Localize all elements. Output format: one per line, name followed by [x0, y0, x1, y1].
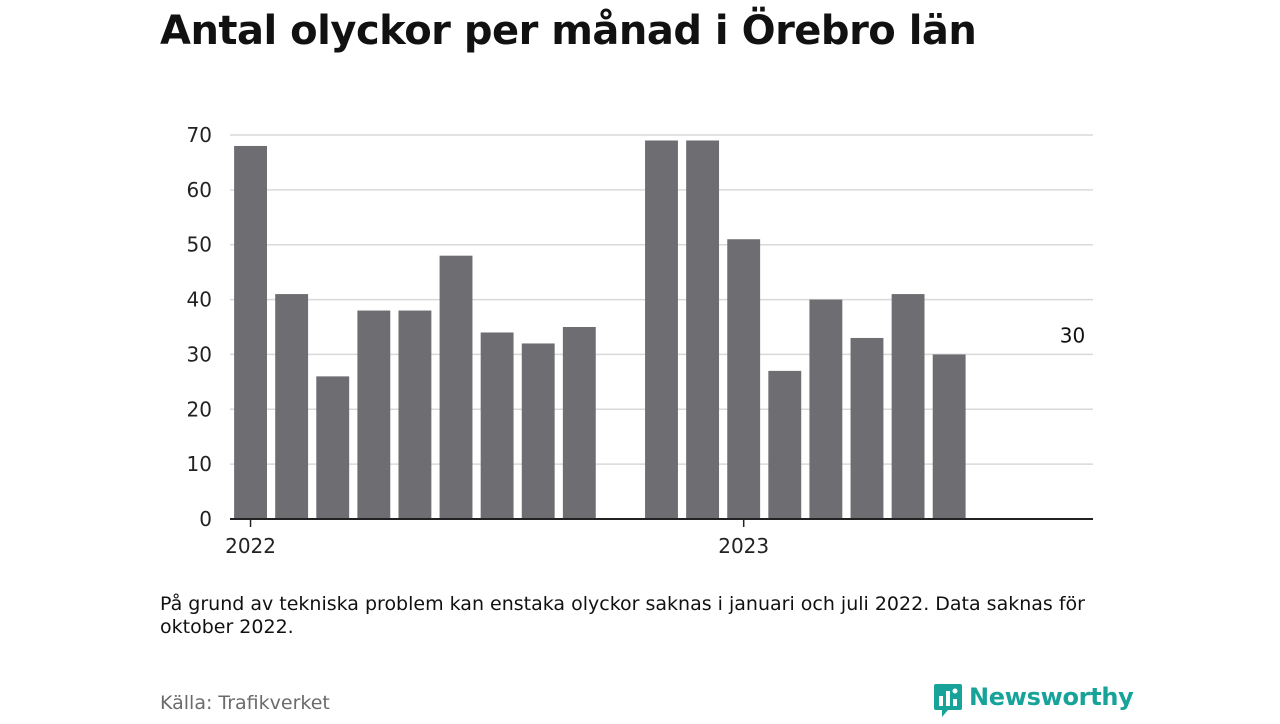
bar — [768, 370, 802, 519]
bar — [439, 255, 473, 519]
chart-title: Antal olyckor per månad i Örebro län — [160, 8, 977, 54]
bar — [809, 299, 843, 519]
x-axis-ticks: 2022 2023 — [225, 518, 1093, 558]
y-tick-label: 40 — [187, 288, 212, 312]
newsworthy-logo-icon — [933, 682, 963, 724]
data-labels: 30 — [1060, 323, 1085, 347]
bar — [850, 337, 884, 519]
bar — [686, 140, 720, 519]
bar — [891, 294, 925, 519]
bar — [645, 140, 678, 519]
bar — [398, 310, 432, 519]
bar-chart: 0 10 20 30 40 50 60 70 2022 2023 30 — [187, 123, 1093, 558]
bar — [480, 332, 514, 519]
y-tick-label: 20 — [187, 397, 212, 421]
brand-name: Newsworthy — [969, 683, 1134, 711]
bar — [357, 310, 391, 519]
bar — [562, 327, 596, 519]
source-text: Källa: Trafikverket — [160, 692, 330, 714]
bars — [234, 140, 966, 519]
y-tick-label: 50 — [187, 233, 212, 257]
brand-logo[interactable]: Newsworthy — [933, 682, 1134, 720]
bar — [275, 294, 309, 519]
bar — [932, 354, 966, 519]
y-tick-label: 30 — [187, 342, 212, 366]
y-tick-label: 60 — [187, 178, 212, 202]
y-tick-label: 10 — [187, 452, 212, 476]
x-tick-label: 2023 — [718, 534, 769, 558]
data-label: 30 — [1060, 323, 1085, 347]
bar — [234, 145, 267, 519]
y-tick-label: 70 — [187, 123, 212, 147]
y-axis-ticks: 0 10 20 30 40 50 60 70 — [187, 123, 212, 531]
y-tick-label: 0 — [199, 507, 212, 531]
x-tick-label: 2022 — [225, 534, 276, 558]
bar — [521, 343, 555, 519]
chart-note: På grund av tekniska problem kan enstaka… — [160, 593, 1085, 638]
bar — [316, 376, 350, 519]
bar — [727, 239, 761, 519]
